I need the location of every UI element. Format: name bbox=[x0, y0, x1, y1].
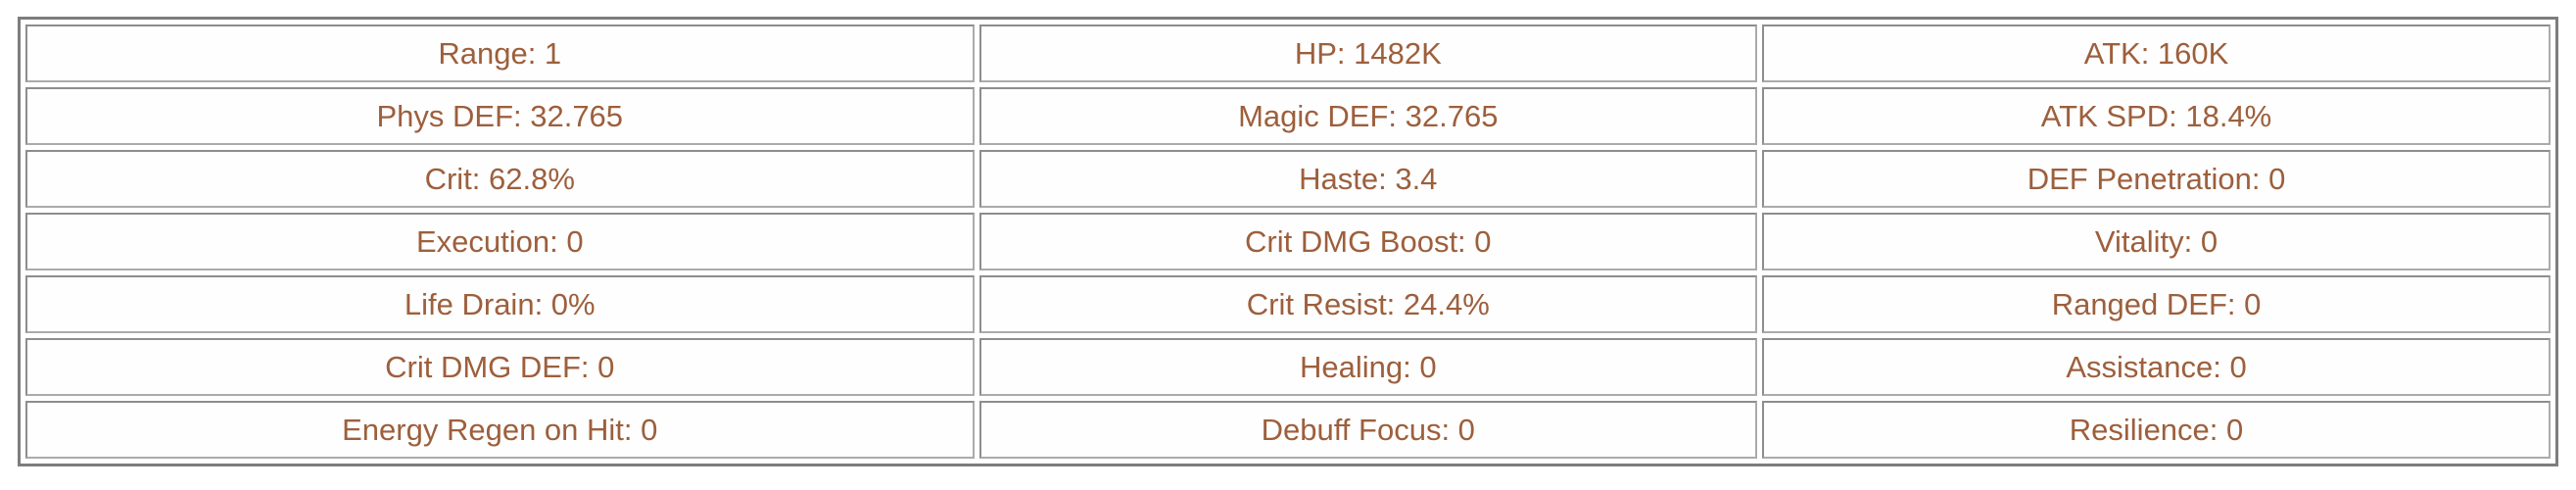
character-stats-table: Range: 1 HP: 1482K ATK: 160K Phys DEF: 3… bbox=[18, 17, 2558, 466]
table-row: Crit DMG DEF: 0 Healing: 0 Assistance: 0 bbox=[25, 338, 2551, 396]
stat-cell-healing: Healing: 0 bbox=[978, 338, 1758, 396]
stat-cell-assistance: Assistance: 0 bbox=[1762, 338, 2551, 396]
stat-cell-crit-dmg-boost: Crit DMG Boost: 0 bbox=[978, 213, 1758, 270]
stat-cell-resilience: Resilience: 0 bbox=[1762, 401, 2551, 459]
stat-cell-crit-dmg-def: Crit DMG DEF: 0 bbox=[25, 338, 975, 396]
table-row: Life Drain: 0% Crit Resist: 24.4% Ranged… bbox=[25, 275, 2551, 333]
table-row: Energy Regen on Hit: 0 Debuff Focus: 0 R… bbox=[25, 401, 2551, 459]
table-row: Phys DEF: 32.765 Magic DEF: 32.765 ATK S… bbox=[25, 87, 2551, 145]
stat-cell-range: Range: 1 bbox=[25, 24, 975, 82]
table-row: Range: 1 HP: 1482K ATK: 160K bbox=[25, 24, 2551, 82]
stat-cell-def-penetration: DEF Penetration: 0 bbox=[1762, 150, 2551, 208]
stat-cell-debuff-focus: Debuff Focus: 0 bbox=[978, 401, 1758, 459]
stat-cell-crit-resist: Crit Resist: 24.4% bbox=[978, 275, 1758, 333]
table-row: Execution: 0 Crit DMG Boost: 0 Vitality:… bbox=[25, 213, 2551, 270]
stat-cell-atk: ATK: 160K bbox=[1762, 24, 2551, 82]
table-row: Crit: 62.8% Haste: 3.4 DEF Penetration: … bbox=[25, 150, 2551, 208]
stat-cell-life-drain: Life Drain: 0% bbox=[25, 275, 975, 333]
stats-table-body: Range: 1 HP: 1482K ATK: 160K Phys DEF: 3… bbox=[25, 24, 2551, 459]
stat-cell-crit: Crit: 62.8% bbox=[25, 150, 975, 208]
stat-cell-energy-regen-on-hit: Energy Regen on Hit: 0 bbox=[25, 401, 975, 459]
stat-cell-ranged-def: Ranged DEF: 0 bbox=[1762, 275, 2551, 333]
stat-cell-vitality: Vitality: 0 bbox=[1762, 213, 2551, 270]
stat-cell-atk-spd: ATK SPD: 18.4% bbox=[1762, 87, 2551, 145]
stat-cell-hp: HP: 1482K bbox=[978, 24, 1758, 82]
stat-cell-execution: Execution: 0 bbox=[25, 213, 975, 270]
stat-cell-magic-def: Magic DEF: 32.765 bbox=[978, 87, 1758, 145]
stat-cell-haste: Haste: 3.4 bbox=[978, 150, 1758, 208]
stat-cell-phys-def: Phys DEF: 32.765 bbox=[25, 87, 975, 145]
